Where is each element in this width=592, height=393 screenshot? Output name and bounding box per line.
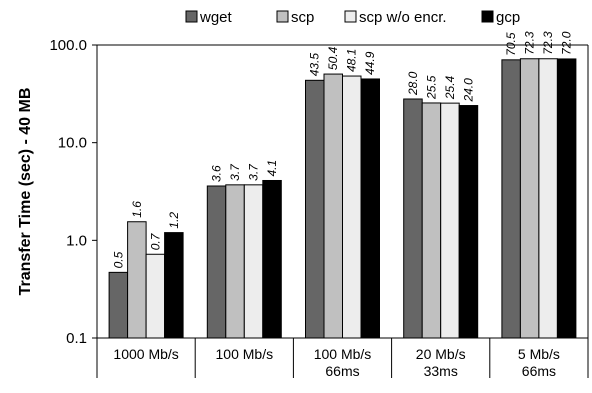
bar-gcp — [458, 105, 479, 339]
x-category-label: 1000 Mb/s — [113, 346, 178, 362]
bar-scp-w-o-encr- — [243, 184, 264, 339]
bar-value-label: 43.5 — [308, 53, 322, 77]
bar-scp — [519, 58, 540, 339]
x-category-label: 20 Mb/s — [416, 346, 466, 362]
y-tick-label: 100.0 — [49, 37, 87, 54]
bar-gcp — [556, 58, 577, 339]
x-category-label: 100 Mb/s — [314, 346, 372, 362]
bar-scp-w-o-encr- — [538, 58, 558, 339]
bar-wget — [108, 271, 129, 339]
bar-gcp — [164, 232, 184, 339]
bar-scp — [225, 184, 245, 339]
bar-scp-w-o-encr- — [342, 75, 362, 339]
bar-value-label: 25.5 — [424, 75, 438, 100]
x-category-label: 66ms — [522, 363, 556, 379]
bar-value-label: 72.3 — [523, 31, 537, 55]
bar-scp — [127, 221, 147, 339]
bar-value-label: 44.9 — [363, 51, 377, 75]
bar-scp — [323, 73, 343, 339]
y-axis-label: Transfer Time (sec) - 40 MB — [17, 88, 34, 296]
bar-scp — [421, 102, 442, 339]
y-tick-label: 10.0 — [58, 135, 87, 152]
x-category-label: 33ms — [424, 363, 458, 379]
legend-label: scp w/o encr. — [359, 9, 447, 26]
legend-label: gcp — [496, 9, 520, 26]
y-tick-label: 0.1 — [66, 330, 87, 347]
bar-wget — [206, 185, 227, 339]
bar-value-label: 3.7 — [228, 163, 242, 181]
bar-scp-w-o-encr- — [145, 253, 166, 339]
y-axis-label-group: Transfer Time (sec) - 40 MB — [17, 88, 34, 296]
bar-value-label: 72.0 — [560, 31, 574, 55]
legend-swatch — [276, 10, 289, 23]
x-category-label: 100 Mb/s — [216, 346, 274, 362]
bar-scp-w-o-encr- — [440, 102, 460, 339]
bar-value-label: 28.0 — [406, 71, 420, 96]
legend-swatch — [185, 10, 198, 23]
bar-value-label: 0.7 — [148, 232, 162, 250]
bar-gcp — [360, 78, 380, 339]
bar-value-label: 1.6 — [130, 201, 144, 218]
bar-value-label: 25.4 — [443, 75, 457, 100]
x-category-label: 5 Mb/s — [518, 346, 560, 362]
bar-wget — [403, 98, 423, 339]
bar-value-label: 24.0 — [461, 78, 475, 103]
bar-value-label: 72.3 — [541, 31, 555, 55]
bar-value-label: 4.1 — [265, 160, 279, 177]
bar-value-label: 3.6 — [210, 165, 224, 182]
legend-label: scp — [291, 9, 314, 26]
legend: wget scp scp w/o encr. gcp — [185, 9, 520, 26]
legend-swatch — [344, 10, 357, 23]
bar-value-label: 48.1 — [345, 49, 359, 72]
legend-label: wget — [199, 9, 233, 26]
bar-wget — [501, 59, 521, 339]
bar-value-label: 0.5 — [111, 251, 125, 268]
bar-value-label: 1.2 — [167, 212, 181, 229]
plot-area: 0.1 1.0 10.0 100.0 0.5 3.6 43.5 28.0 70.5 1.6 3.7 5… — [49, 31, 589, 379]
legend-swatch — [481, 10, 494, 23]
bar-gcp — [262, 179, 282, 339]
bar-value-label: 3.7 — [247, 163, 261, 181]
bar-value-label: 70.5 — [504, 32, 518, 56]
y-tick-label: 1.0 — [66, 232, 87, 249]
bar-wget — [305, 79, 325, 339]
bar-value-label: 50.4 — [326, 46, 340, 70]
x-category-label: 66ms — [325, 363, 359, 379]
